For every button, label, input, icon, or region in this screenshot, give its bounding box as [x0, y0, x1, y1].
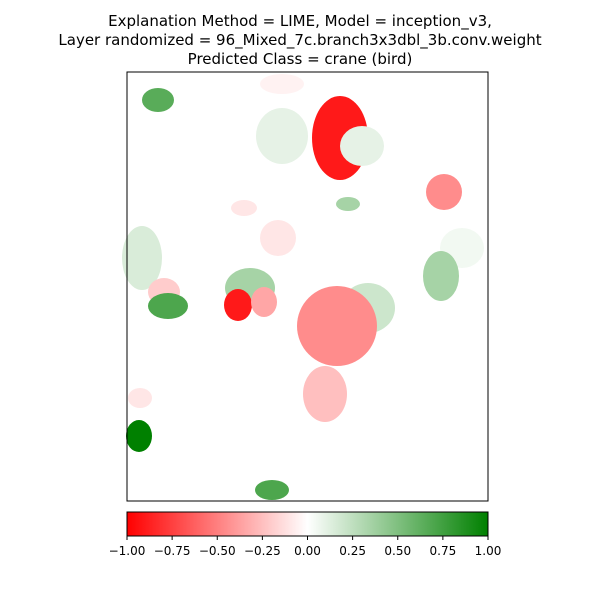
colorbar-tick-label: 1.00: [475, 544, 502, 558]
superpixel-positive: [142, 88, 174, 112]
colorbar: [126, 511, 489, 537]
superpixel-positive: [336, 197, 360, 211]
superpixel-negative: [297, 286, 377, 366]
superpixel-positive: [148, 293, 188, 319]
superpixel-positive: [340, 126, 384, 166]
superpixel-positive: [256, 108, 308, 164]
colorbar-tick-label: −0.50: [199, 544, 236, 558]
colorbar-tick-label: 0.50: [384, 544, 411, 558]
superpixel-layer: [122, 74, 484, 500]
superpixel-negative: [260, 74, 304, 94]
superpixel-positive: [122, 226, 162, 290]
superpixel-negative: [426, 174, 462, 210]
superpixel-negative: [260, 220, 296, 256]
superpixel-positive: [126, 420, 152, 452]
colorbar-tick-label: 0.00: [294, 544, 321, 558]
colorbar-ticks: −1.00 −0.75 −0.50 −0.25 0.00 0.25 0.50 0.75 1.00: [109, 536, 502, 558]
superpixel-negative: [128, 388, 152, 408]
plot-frame: [126, 71, 489, 502]
colorbar-tick-label: 0.25: [339, 544, 366, 558]
chart-title-line-2: Layer randomized = 96_Mixed_7c.branch3x3…: [58, 31, 542, 49]
superpixel-negative: [231, 200, 257, 216]
superpixel-positive: [423, 251, 459, 301]
colorbar-tick-label: −0.25: [244, 544, 281, 558]
superpixel-positive: [255, 480, 289, 500]
superpixel-negative: [251, 287, 277, 317]
colorbar-tick-label: −1.00: [109, 544, 146, 558]
chart-title-line-3: Predicted Class = crane (bird): [187, 50, 413, 68]
chart-title-line-1: Explanation Method = LIME, Model = incep…: [108, 12, 492, 30]
colorbar-tick-label: −0.75: [154, 544, 191, 558]
superpixel-negative: [224, 289, 252, 321]
superpixel-negative: [303, 366, 347, 422]
colorbar-tick-label: 0.75: [430, 544, 457, 558]
